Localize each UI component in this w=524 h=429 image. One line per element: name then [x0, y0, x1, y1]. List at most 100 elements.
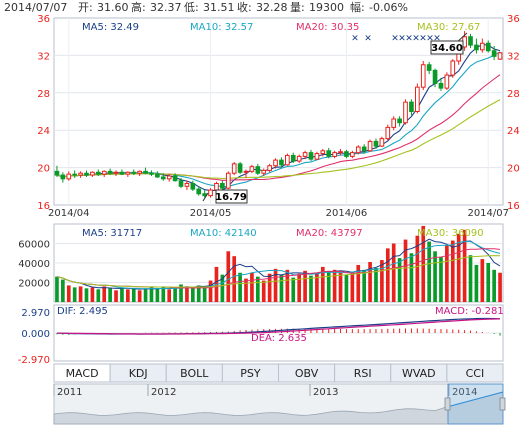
- candle-body: [385, 126, 391, 140]
- tab-kdj[interactable]: KDJ: [109, 363, 167, 383]
- price-legend-ma10: MA10: 32.57: [190, 22, 253, 33]
- candle: [367, 139, 373, 152]
- tab-obv[interactable]: OBV: [278, 363, 336, 383]
- price-tick-left: 24: [37, 126, 50, 137]
- candle-body: [66, 173, 72, 180]
- navigator-handle-left[interactable]: [444, 397, 451, 411]
- navigator-year-label: 2012: [151, 387, 176, 398]
- dea-label: DEA: 2.635: [251, 333, 307, 344]
- limit-up-marker: ✕: [419, 34, 427, 44]
- candle: [155, 171, 160, 178]
- candle-body: [95, 171, 101, 175]
- indicator-tabs[interactable]: MACD KDJ BOLL PSY OBV RSI WVAD CCI: [53, 363, 504, 383]
- candle: [267, 163, 272, 173]
- macd-tick: -2.970: [18, 355, 50, 366]
- candle-body: [137, 170, 142, 174]
- volume-bar: [273, 268, 278, 302]
- volume-bar: [309, 275, 313, 302]
- header-open-label: 开:: [78, 1, 93, 14]
- candle-body: [84, 172, 89, 176]
- volume-bar: [433, 251, 437, 302]
- macd-label: MACD: -0.281: [435, 306, 504, 317]
- candle-body: [409, 101, 414, 113]
- volume-bar: [126, 289, 130, 302]
- dif-label: DIF: 2.495: [57, 306, 108, 317]
- candle: [450, 59, 456, 78]
- tab-wvad[interactable]: WVAD: [390, 363, 448, 383]
- candle: [290, 152, 296, 163]
- candle-body: [391, 118, 397, 128]
- tab-psy[interactable]: PSY: [221, 363, 279, 383]
- limit-up-marker: ✕: [364, 34, 372, 44]
- candle: [285, 153, 290, 166]
- candle-body: [332, 152, 337, 157]
- header-change: -0.06%: [369, 1, 408, 14]
- volume-legend-ma5: MA5: 31717: [82, 228, 142, 239]
- candle: [409, 99, 414, 116]
- candle-body: [261, 169, 267, 174]
- volume-bar: [397, 258, 402, 302]
- candle: [308, 149, 314, 162]
- volume-bar: [297, 273, 302, 302]
- volume-bar: [220, 274, 225, 302]
- tab-boll[interactable]: BOLL: [165, 363, 223, 383]
- x-tick-label: 2014/07: [467, 208, 509, 219]
- candle: [255, 163, 261, 176]
- candle: [113, 170, 119, 177]
- volume-legend: MA5: 31717 MA10: 42140 MA20: 43797 MA30: 36…: [82, 228, 484, 239]
- candle-body: [220, 182, 225, 189]
- price-tick-left: 20: [37, 164, 50, 175]
- volume-bar: [255, 276, 260, 302]
- volume-bar: [391, 243, 396, 302]
- volume-bar: [167, 289, 172, 302]
- candle: [361, 144, 367, 154]
- candle-body: [468, 36, 473, 46]
- volume-bar: [196, 285, 201, 302]
- candle: [397, 116, 402, 127]
- candle: [178, 177, 184, 189]
- navigator-handle-right[interactable]: [499, 397, 506, 411]
- candle-body: [60, 174, 66, 180]
- volume-bar: [427, 241, 431, 302]
- candle: [107, 168, 113, 176]
- candle: [332, 150, 337, 159]
- candle-body: [420, 64, 426, 88]
- candle-body: [302, 152, 308, 157]
- volume-bar: [368, 262, 372, 302]
- candle: [479, 38, 485, 53]
- volume-bar: [344, 274, 349, 302]
- volume-bar: [161, 286, 166, 302]
- volume-bar: [338, 272, 343, 302]
- candle-body: [231, 163, 237, 174]
- tab-cci[interactable]: CCI: [446, 363, 504, 383]
- navigator-year-label: 2014: [452, 387, 477, 398]
- volume-bar: [250, 272, 254, 302]
- volume-bar: [468, 255, 473, 302]
- volume-bar: [208, 280, 213, 302]
- candle: [143, 167, 148, 175]
- limit-up-marker: ✕: [351, 34, 359, 44]
- volume-bar: [332, 269, 337, 302]
- tab-rsi[interactable]: RSI: [334, 363, 392, 383]
- candle: [225, 171, 231, 190]
- volume-bar: [462, 229, 467, 302]
- volume-bar: [474, 264, 479, 302]
- candle-body: [296, 155, 302, 162]
- price-tick-left: 28: [37, 89, 50, 100]
- volume-bar: [320, 266, 325, 302]
- volume-bar: [66, 285, 71, 302]
- candle: [237, 161, 243, 175]
- volume-bar: [303, 270, 307, 302]
- limit-up-marker: ✕: [426, 34, 434, 44]
- candle-body: [438, 82, 444, 89]
- candle-body: [415, 86, 420, 113]
- tab-label: WVAD: [402, 367, 436, 380]
- tab-macd[interactable]: MACD: [53, 363, 111, 383]
- volume-y-ticks: 60000 40000 20000: [18, 240, 50, 290]
- volume-bar: [445, 245, 449, 302]
- candle: [208, 188, 213, 198]
- volume-bar: [173, 287, 177, 302]
- candle-body: [101, 170, 107, 175]
- candle: [78, 171, 83, 178]
- candle: [426, 61, 432, 75]
